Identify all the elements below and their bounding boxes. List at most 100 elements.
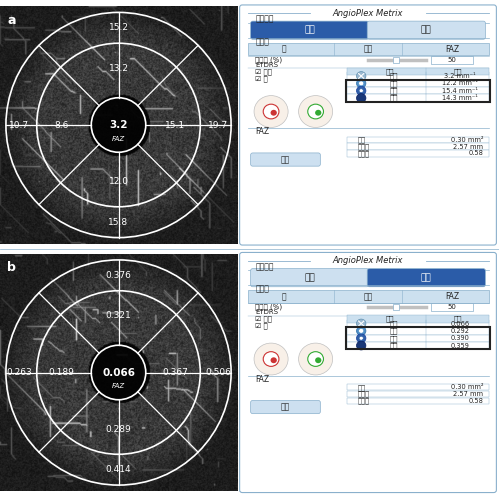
Text: 0.376: 0.376	[106, 271, 131, 280]
FancyBboxPatch shape	[367, 268, 486, 287]
Text: AngioPlex Metrix: AngioPlex Metrix	[333, 256, 403, 266]
Text: 0.390: 0.390	[451, 335, 470, 341]
FancyBboxPatch shape	[248, 43, 489, 55]
Text: ETDRS: ETDRS	[255, 62, 278, 68]
Text: 密度测量: 密度测量	[255, 262, 274, 271]
Circle shape	[356, 72, 366, 80]
FancyBboxPatch shape	[250, 400, 320, 413]
Text: 面积: 面积	[357, 384, 366, 390]
Text: ☑ 値: ☑ 値	[255, 322, 268, 330]
Bar	[347, 391, 489, 397]
Bar	[347, 384, 489, 390]
Text: 视野计: 视野计	[357, 144, 370, 150]
Text: 外层: 外层	[390, 88, 398, 94]
Bar	[347, 316, 489, 323]
Circle shape	[263, 104, 279, 119]
Text: ☑ 値: ☑ 値	[255, 75, 268, 82]
Circle shape	[356, 319, 366, 328]
Text: FAZ: FAZ	[255, 128, 269, 136]
Text: FAZ: FAZ	[445, 292, 459, 301]
Circle shape	[270, 358, 277, 363]
Text: 15.2: 15.2	[108, 24, 129, 32]
FancyBboxPatch shape	[240, 252, 497, 492]
Text: 透明度 (%): 透明度 (%)	[255, 304, 282, 310]
Text: 0.58: 0.58	[469, 398, 483, 404]
Circle shape	[356, 334, 366, 342]
FancyBboxPatch shape	[250, 21, 369, 40]
Text: 编辑: 编辑	[281, 155, 290, 164]
Text: 15.4 mm⁻¹: 15.4 mm⁻¹	[442, 88, 478, 94]
Text: 0.289: 0.289	[106, 425, 131, 434]
Text: 0.189: 0.189	[49, 368, 74, 377]
Text: 完整: 完整	[390, 94, 398, 102]
Text: 0.414: 0.414	[106, 465, 131, 474]
Bar	[347, 68, 489, 76]
Circle shape	[263, 352, 279, 366]
Text: 密度: 密度	[453, 316, 462, 322]
Text: 密度测量: 密度测量	[255, 14, 274, 24]
Bar	[347, 342, 489, 349]
Text: 透明度 (%): 透明度 (%)	[255, 56, 282, 63]
Bar	[347, 80, 489, 87]
Circle shape	[315, 358, 321, 363]
Text: 3.2 mm⁻¹: 3.2 mm⁻¹	[445, 73, 476, 79]
FancyBboxPatch shape	[248, 290, 489, 302]
Text: 跟踪: 跟踪	[363, 292, 373, 301]
Bar	[347, 320, 489, 327]
Text: FAZ: FAZ	[255, 375, 269, 384]
Text: 14.3 mm⁻¹: 14.3 mm⁻¹	[442, 95, 478, 101]
Text: 完整: 完整	[390, 342, 398, 349]
Text: 12.2 mm⁻¹: 12.2 mm⁻¹	[442, 80, 478, 86]
Text: 0.30 mm²: 0.30 mm²	[451, 384, 483, 390]
FancyBboxPatch shape	[250, 153, 320, 166]
Circle shape	[254, 343, 288, 375]
Text: 0.066: 0.066	[102, 368, 135, 378]
FancyBboxPatch shape	[431, 56, 473, 64]
Text: 编辑: 编辑	[281, 402, 290, 411]
Circle shape	[359, 88, 363, 92]
Text: FAZ: FAZ	[112, 383, 125, 389]
Text: 0.367: 0.367	[163, 368, 188, 377]
Circle shape	[356, 86, 366, 95]
Text: 区域: 区域	[385, 68, 394, 75]
Bar	[347, 327, 489, 334]
Text: 外层: 外层	[390, 335, 398, 342]
Text: 0.321: 0.321	[106, 311, 131, 320]
Bar	[347, 398, 489, 404]
FancyBboxPatch shape	[250, 268, 369, 287]
Text: 血管: 血管	[304, 26, 315, 35]
Text: 中心: 中心	[390, 72, 398, 80]
Text: 区域: 区域	[385, 316, 394, 322]
Bar	[346, 80, 490, 102]
Text: 3.2: 3.2	[109, 120, 128, 130]
Text: 图: 图	[282, 44, 286, 54]
Text: 0.359: 0.359	[451, 342, 470, 348]
Text: 12.0: 12.0	[108, 178, 129, 186]
Text: 图: 图	[282, 292, 286, 301]
Text: 0.30 mm²: 0.30 mm²	[451, 136, 483, 142]
Text: 2.57 mm: 2.57 mm	[453, 391, 483, 397]
FancyBboxPatch shape	[431, 303, 473, 312]
Text: 内层: 内层	[390, 80, 398, 86]
Text: 内层: 内层	[390, 328, 398, 334]
Text: 15.1: 15.1	[165, 120, 186, 130]
FancyBboxPatch shape	[367, 21, 486, 40]
Circle shape	[315, 110, 321, 116]
Text: b: b	[7, 261, 16, 274]
Text: 充实度: 充实度	[357, 150, 370, 156]
Text: 覆盖图: 覆盖图	[255, 37, 269, 46]
Text: 50: 50	[448, 304, 456, 310]
Text: 覆盖图: 覆盖图	[255, 284, 269, 294]
Text: ETDRS: ETDRS	[255, 309, 278, 315]
Text: 跟踪: 跟踪	[363, 44, 373, 54]
Text: 2.57 mm: 2.57 mm	[453, 144, 483, 150]
Circle shape	[270, 110, 277, 116]
Text: 充实度: 充实度	[357, 398, 370, 404]
Bar	[347, 150, 489, 156]
Bar	[347, 87, 489, 94]
FancyBboxPatch shape	[240, 5, 497, 245]
Text: a: a	[7, 14, 15, 26]
Circle shape	[356, 79, 366, 88]
Text: 0.506: 0.506	[205, 368, 231, 377]
Circle shape	[308, 352, 323, 366]
